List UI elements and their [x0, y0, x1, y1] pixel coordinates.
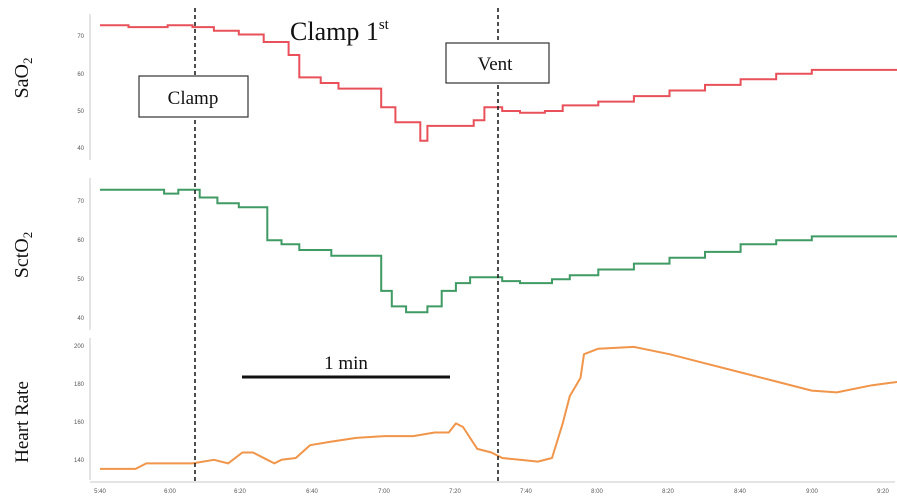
x-tick-700: 7:00	[378, 489, 390, 495]
hr-ylabel: Heart Rate	[12, 381, 33, 463]
hr-tick-160: 160	[74, 420, 85, 426]
x-tick-820: 8:20	[662, 489, 674, 495]
vent-label: Vent	[478, 54, 514, 75]
sao2-tick-60: 60	[77, 72, 84, 78]
chart-title: Clamp 1st	[290, 17, 390, 46]
scto2-tick-60: 60	[77, 238, 84, 244]
sao2-tick-50: 50	[77, 109, 84, 115]
series-line-sao2	[100, 24, 897, 142]
series-line-scto2	[100, 188, 897, 314]
x-tick-900: 9:00	[806, 489, 818, 495]
series-line-hr	[100, 345, 897, 470]
sao2-tick-40: 40	[77, 146, 84, 152]
x-tick-800: 8:00	[591, 489, 603, 495]
y-tick-labels: 70 60 50 40 70 60 50 40 200 180 160 140	[74, 34, 85, 464]
scto2-ylabel: SctO2	[11, 232, 35, 279]
scto2-tick-50: 50	[77, 277, 84, 283]
x-tick-620: 6:20	[234, 489, 246, 495]
hr-tick-180: 180	[74, 382, 85, 388]
clamp-label: Clamp	[168, 88, 219, 109]
hr-tick-200: 200	[74, 344, 85, 350]
x-tick-labels: 5:40 6:00 6:20 6:40 7:00 7:20 7:40 8:00 …	[94, 489, 889, 495]
scale-bar-label: 1 min	[324, 353, 368, 374]
vent-box	[445, 42, 550, 84]
scto2-tick-40: 40	[77, 316, 84, 322]
sao2-tick-70: 70	[77, 34, 84, 40]
x-tick-640: 6:40	[306, 489, 318, 495]
sao2-ylabel: SaO2	[11, 58, 35, 99]
x-tick-740: 7:40	[520, 489, 532, 495]
x-tick-720: 7:20	[449, 489, 461, 495]
x-tick-600: 6:00	[164, 489, 176, 495]
x-tick-920: 9:20	[877, 489, 889, 495]
hr-tick-140: 140	[74, 458, 85, 464]
scto2-tick-70: 70	[77, 199, 84, 205]
clamp-box	[138, 75, 249, 118]
x-tick-540: 5:40	[94, 489, 106, 495]
x-tick-840: 8:40	[734, 489, 746, 495]
